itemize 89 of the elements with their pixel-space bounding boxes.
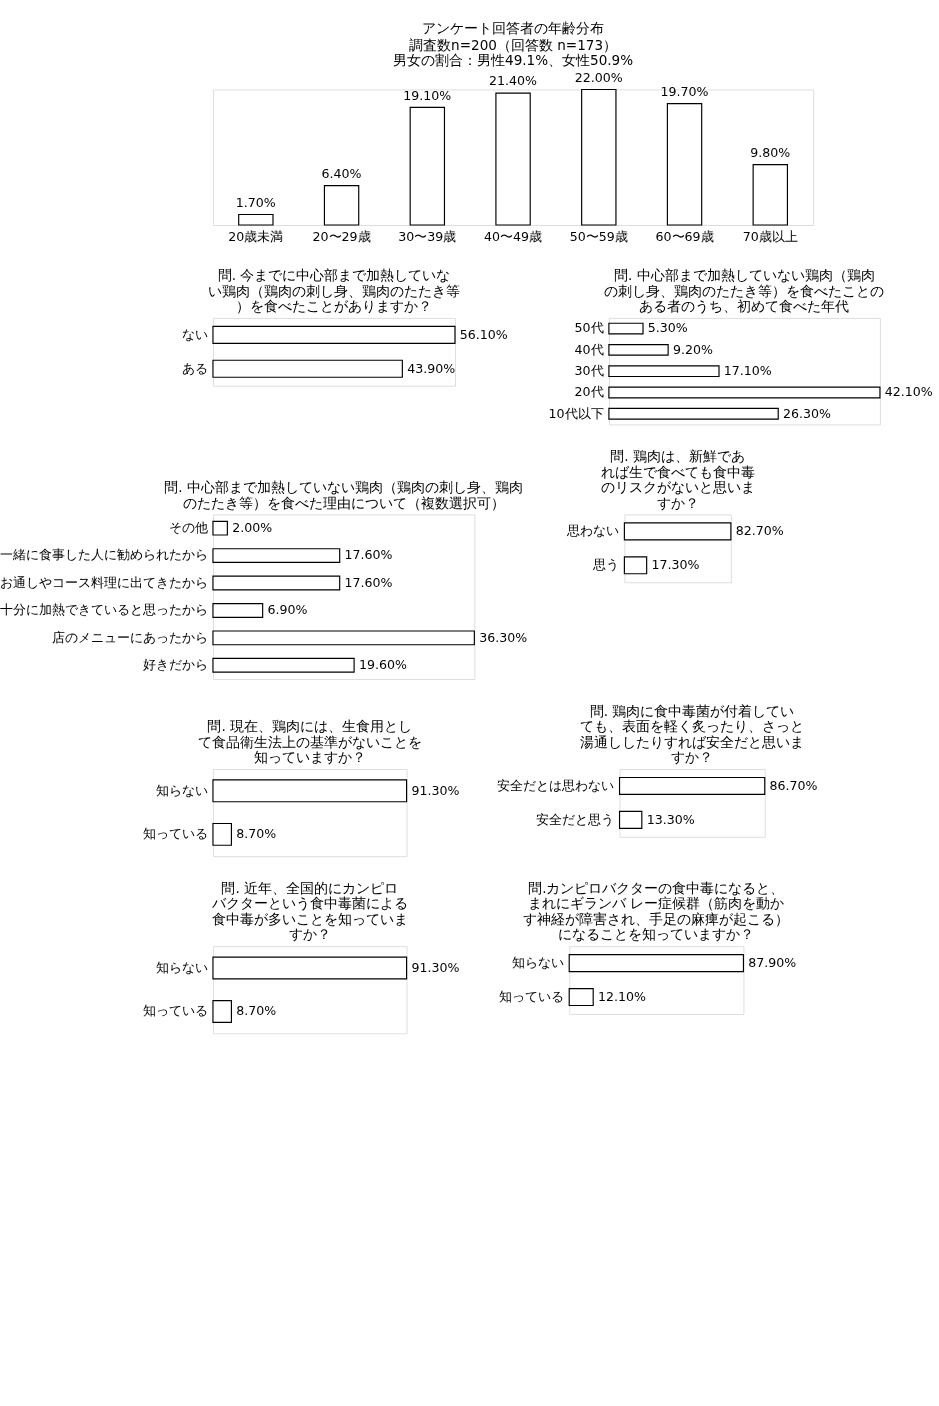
bar bbox=[212, 575, 341, 591]
bar bbox=[608, 407, 779, 420]
x-tick-label: 20歳未満 bbox=[228, 228, 284, 244]
chart-title: 問. 近年、全国的にカンピロバクターという食中毒菌による食中毒が多いことを知っていますか？ bbox=[210, 879, 408, 943]
data-label: 43.90% bbox=[407, 360, 456, 376]
y-tick-label: ある bbox=[181, 360, 208, 376]
data-label: 6.40% bbox=[321, 165, 362, 181]
y-tick-label: 30代 bbox=[574, 363, 604, 379]
y-tick-label: 50代 bbox=[574, 320, 604, 336]
chart-title: 問. 現在、鶏肉には、生食用として食品衛生法上の基準がないことを知っていますか？ bbox=[197, 718, 422, 766]
y-tick-label: その他 bbox=[168, 520, 208, 536]
chart-title: 問. 今までに中心部まで加熱していない鶏肉（鶏肉の刺し身、鶏肉のたたき等）を食べたことがありますか？ bbox=[207, 267, 460, 315]
data-label: 17.30% bbox=[651, 557, 700, 573]
y-tick-label: 安全だとは思わない bbox=[497, 777, 615, 793]
data-label: 17.10% bbox=[723, 363, 772, 379]
chart-title: 問. 中心部まで加熱していない鶏肉（鶏肉の刺し身、鶏肉のたたき等）を食べたことのある者のうち、初めて食べた年代 bbox=[604, 267, 885, 315]
data-label: 9.20% bbox=[672, 341, 713, 357]
y-tick-label: 思う bbox=[592, 557, 620, 573]
y-tick-label: 10代以下 bbox=[548, 405, 604, 421]
y-tick-label: 安全だと思う bbox=[536, 811, 615, 827]
chart-subtitle: 調査数n=200（回答数 n=173） bbox=[409, 36, 618, 53]
y-tick-label: 一緒に食事した人に勧められたから bbox=[0, 547, 208, 563]
y-tick-label: 知らない bbox=[511, 955, 564, 971]
y-tick-label: 好きだから bbox=[142, 657, 208, 673]
data-label: 87.90% bbox=[748, 955, 797, 971]
x-tick-label: 40〜49歳 bbox=[484, 228, 543, 244]
data-label: 22.00% bbox=[574, 69, 623, 85]
x-tick-label: 60〜69歳 bbox=[655, 228, 714, 244]
y-tick-label: 知っている bbox=[142, 1003, 208, 1019]
data-label: 19.10% bbox=[403, 87, 452, 103]
bar bbox=[608, 322, 644, 335]
data-label: 17.60% bbox=[344, 574, 393, 590]
bar bbox=[608, 386, 881, 399]
y-tick-label: 思わない bbox=[566, 523, 620, 539]
x-tick-label: 50〜59歳 bbox=[569, 228, 628, 244]
data-label: 12.10% bbox=[598, 988, 647, 1004]
chart-title: 問. 鶏肉に食中毒菌が付着していても、表面を軽く炙ったり、さっと湯通ししたりすれば安全だと思いますか？ bbox=[580, 702, 805, 766]
data-label: 9.80% bbox=[750, 144, 791, 160]
text: 男女の割合：男性49.1%、女性50.9% bbox=[393, 52, 634, 69]
data-label: 17.60% bbox=[344, 547, 393, 563]
bar bbox=[212, 630, 475, 646]
bar bbox=[212, 657, 355, 673]
bar bbox=[752, 164, 789, 226]
bar bbox=[409, 106, 446, 226]
y-tick-label: 十分に加熱できていると思ったから bbox=[0, 602, 208, 618]
bar bbox=[323, 185, 360, 226]
bar bbox=[212, 548, 341, 564]
data-label: 13.30% bbox=[646, 811, 695, 827]
data-label: 36.30% bbox=[479, 629, 528, 645]
y-tick-label: 店のメニューにあったから bbox=[51, 629, 208, 645]
data-label: 82.70% bbox=[735, 523, 784, 539]
chart-title: アンケート回答者の年齢分布 bbox=[422, 20, 605, 37]
y-tick-label: 40代 bbox=[574, 341, 604, 357]
chart-title: 問. 鶏肉は、新鮮であれば生で食べても食中毒のリスクがないと思いますか？ bbox=[600, 448, 755, 511]
bar bbox=[212, 520, 228, 536]
data-label: 91.30% bbox=[411, 959, 460, 975]
y-tick-label: 知らない bbox=[155, 782, 208, 798]
bar bbox=[495, 92, 531, 226]
bar bbox=[238, 213, 274, 226]
x-tick-label: 20〜29歳 bbox=[312, 228, 371, 244]
bar bbox=[666, 103, 703, 226]
bar bbox=[608, 365, 720, 378]
data-label: 86.70% bbox=[769, 777, 818, 793]
data-label: 42.10% bbox=[884, 384, 933, 400]
data-label: 6.90% bbox=[267, 602, 308, 618]
data-label: 1.70% bbox=[235, 194, 276, 210]
bar bbox=[581, 88, 617, 226]
y-tick-label: 知っている bbox=[142, 826, 208, 842]
bar bbox=[608, 343, 669, 356]
data-label: 26.30% bbox=[783, 405, 832, 421]
y-tick-label: ない bbox=[181, 326, 208, 342]
data-label: 19.70% bbox=[660, 83, 709, 99]
chart-title: 問. 中心部まで加熱していない鶏肉（鶏肉の刺し身、鶏肉のたたき等）を食べた理由について（複数選択可） bbox=[164, 479, 523, 511]
x-tick-label: 30〜39歳 bbox=[398, 228, 457, 244]
y-tick-label: 知らない bbox=[155, 959, 208, 975]
data-label: 8.70% bbox=[236, 1003, 277, 1019]
data-label: 56.10% bbox=[459, 326, 508, 342]
chart-title: 問.カンピロバクターの食中毒になると、まれにギランバ レー症候群（筋肉を動かす神経が障害され、手足の麻痺が起こる）になることを知っていますか？ bbox=[523, 879, 790, 943]
data-label: 8.70% bbox=[236, 826, 277, 842]
data-label: 19.60% bbox=[358, 657, 407, 673]
data-label: 2.00% bbox=[232, 520, 273, 536]
x-tick-label: 70歳以上 bbox=[742, 228, 798, 244]
data-label: 21.40% bbox=[489, 73, 538, 89]
bar bbox=[212, 603, 264, 618]
data-label: 91.30% bbox=[411, 782, 460, 798]
data-label: 5.30% bbox=[647, 320, 688, 336]
y-tick-label: お通しやコース料理に出てきたから bbox=[0, 574, 208, 590]
y-tick-label: 20代 bbox=[574, 384, 604, 400]
y-tick-label: 知っている bbox=[498, 988, 564, 1004]
